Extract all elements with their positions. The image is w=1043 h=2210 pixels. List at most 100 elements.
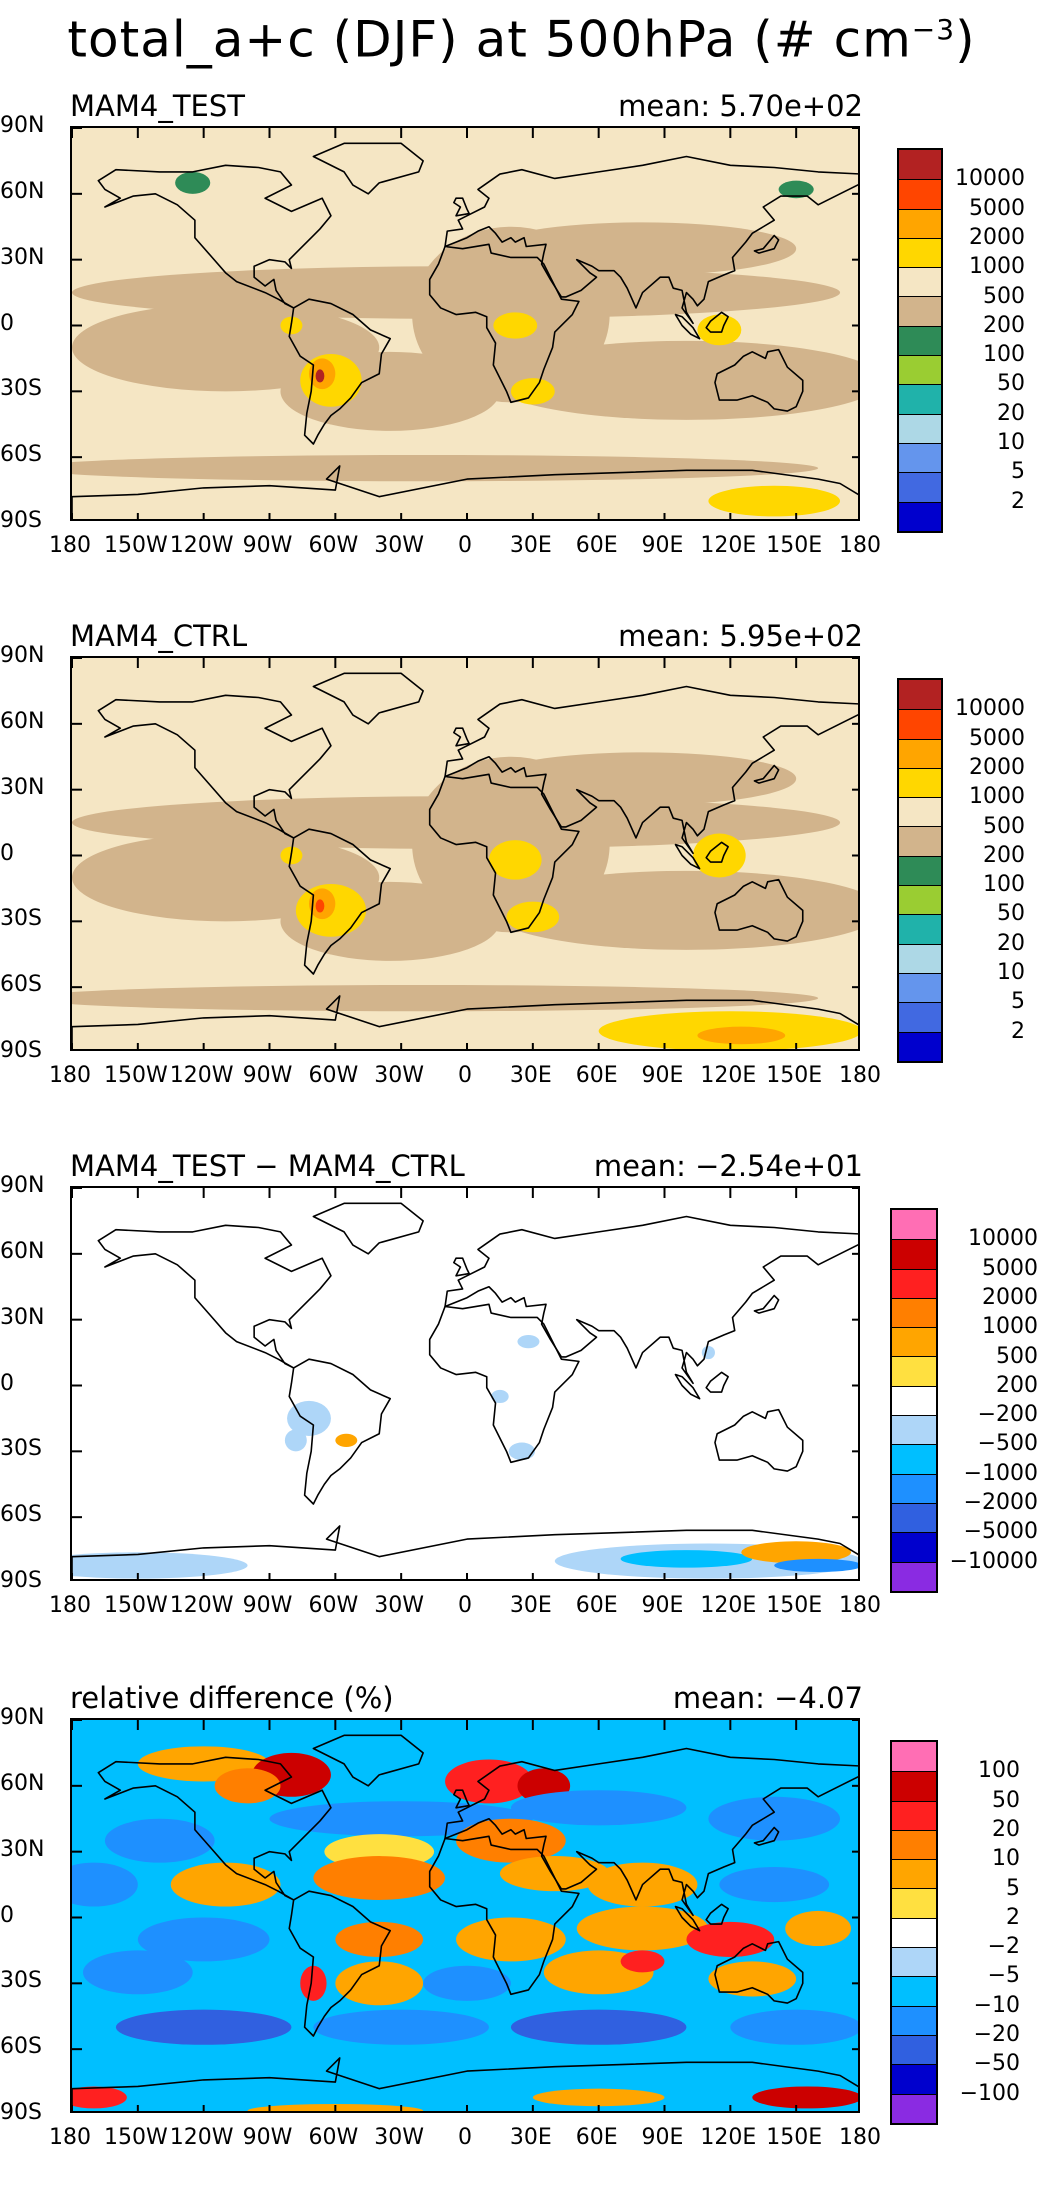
field-contour — [491, 1389, 509, 1404]
colorbar-level-label: 2000 — [969, 754, 1025, 780]
coastline — [72, 1525, 858, 1579]
colorbar-swatch — [899, 738, 941, 768]
colorbar-level-label: −100 — [959, 2080, 1020, 2106]
field-contour — [774, 1558, 858, 1573]
colorbar-level-label: 50 — [997, 371, 1025, 397]
colorbar-swatch — [892, 1268, 936, 1298]
lon-tick-label: 30W — [374, 533, 425, 558]
coastline — [674, 843, 701, 870]
field-contour — [423, 1965, 511, 2001]
panel-mean: mean: −4.07 — [672, 1681, 863, 1715]
lon-tick-label: 180 — [49, 2125, 91, 2150]
lon-tick-label: 90W — [242, 2125, 293, 2150]
coastline — [428, 243, 580, 404]
colorbar — [890, 1740, 938, 2125]
field-contour — [719, 1867, 830, 1903]
colorbar-level-label: 5000 — [969, 725, 1025, 751]
field-contour — [489, 870, 858, 950]
coastline — [753, 1294, 780, 1314]
lon-tick-label: 120W — [169, 1063, 234, 1088]
lon-tick-label: 30E — [509, 1593, 552, 1618]
lon-tick-label: 180 — [839, 1593, 881, 1618]
colorbar-swatch — [892, 1947, 936, 1977]
lon-tick-label: 180 — [49, 1593, 91, 1618]
field-contour — [517, 1335, 540, 1349]
lat-tick-label: 0 — [0, 840, 14, 866]
coastline — [714, 348, 804, 412]
colorbar-swatch — [899, 413, 941, 443]
colorbar-level-label: −2000 — [963, 1490, 1038, 1516]
colorbar-level-label: −10 — [973, 1992, 1020, 2018]
lon-tick-label: 150W — [103, 1063, 168, 1088]
field-contour — [708, 1961, 797, 1997]
lon-tick-label: 90W — [242, 1063, 293, 1088]
colorbar-swatch — [899, 680, 941, 710]
coastline — [444, 685, 858, 855]
colorbar-level-label: 2000 — [982, 1284, 1038, 1310]
coastline — [453, 727, 470, 747]
panel-title: MAM4_CTRL — [70, 619, 248, 653]
coastline — [714, 1940, 804, 2004]
lon-tick-label: 180 — [49, 533, 91, 558]
coastline — [288, 828, 391, 975]
colorbar-swatch — [899, 501, 941, 531]
colorbar-swatch — [892, 1356, 936, 1386]
colorbar-swatch — [892, 1888, 936, 1918]
field-contour — [493, 312, 538, 339]
lon-tick-label: 150W — [103, 1593, 168, 1618]
map-plot — [70, 656, 860, 1051]
coastline — [288, 298, 391, 445]
lon-tick-label: 60E — [575, 1063, 618, 1088]
map-background — [72, 1188, 858, 1579]
lat-tick-label: 60S — [0, 442, 42, 468]
coastline — [312, 142, 424, 195]
colorbar-level-label: 100 — [978, 1758, 1020, 1784]
lon-tick-label: 30W — [374, 1593, 425, 1618]
coastline — [674, 1905, 701, 1932]
colorbar-level-label: 2 — [1011, 488, 1025, 514]
lon-tick-label: 150E — [766, 533, 823, 558]
lat-tick-label: 60N — [0, 1238, 45, 1264]
coastline — [97, 1756, 332, 1901]
panel-title: relative difference (%) — [70, 1681, 394, 1715]
map-plot — [70, 1186, 860, 1581]
lat-tick-label: 90S — [0, 1568, 42, 1593]
lon-tick-label: 180 — [839, 533, 881, 558]
lon-tick-label: 150E — [766, 2125, 823, 2150]
lon-tick-label: 0 — [458, 533, 472, 558]
colorbar-swatch — [892, 2064, 936, 2094]
colorbar-swatch — [892, 1444, 936, 1474]
coastline — [444, 1215, 858, 1385]
colorbar-level-label: 100 — [983, 872, 1025, 898]
lon-tick-label: 90E — [641, 533, 684, 558]
field-contour — [315, 899, 325, 913]
colorbar-swatch — [899, 1002, 941, 1032]
lon-tick-label: 90W — [242, 1593, 293, 1618]
colorbar-level-label: 5 — [1006, 1875, 1020, 1901]
lon-tick-label: 180 — [49, 1063, 91, 1088]
field-contour — [445, 1759, 533, 1804]
lon-tick-label: 90E — [641, 1593, 684, 1618]
field-contour — [752, 2086, 858, 2109]
figure-title: total_a+c (DJF) at 500hPa (# cm−3) — [0, 0, 1043, 70]
coastline — [714, 1408, 804, 1472]
field-contour — [72, 984, 818, 1012]
map-plot — [70, 126, 860, 521]
colorbar-level-label: 200 — [983, 842, 1025, 868]
field-contour — [697, 1026, 786, 1045]
colorbar-swatch — [892, 1327, 936, 1357]
lon-tick-label: 150W — [103, 2125, 168, 2150]
lon-tick-label: 150E — [766, 1063, 823, 1088]
coastline — [312, 1202, 424, 1255]
lat-tick-label: 30N — [0, 1304, 45, 1330]
coastline — [428, 1303, 580, 1464]
map-plot — [70, 1718, 860, 2113]
coastline — [288, 1358, 391, 1505]
colorbar — [890, 1208, 938, 1593]
map-svg — [72, 128, 858, 519]
coastline — [714, 878, 804, 942]
colorbar — [897, 148, 943, 533]
colorbar-swatch — [899, 914, 941, 944]
colorbar-swatch — [899, 325, 941, 356]
field-contour — [115, 2009, 292, 2045]
